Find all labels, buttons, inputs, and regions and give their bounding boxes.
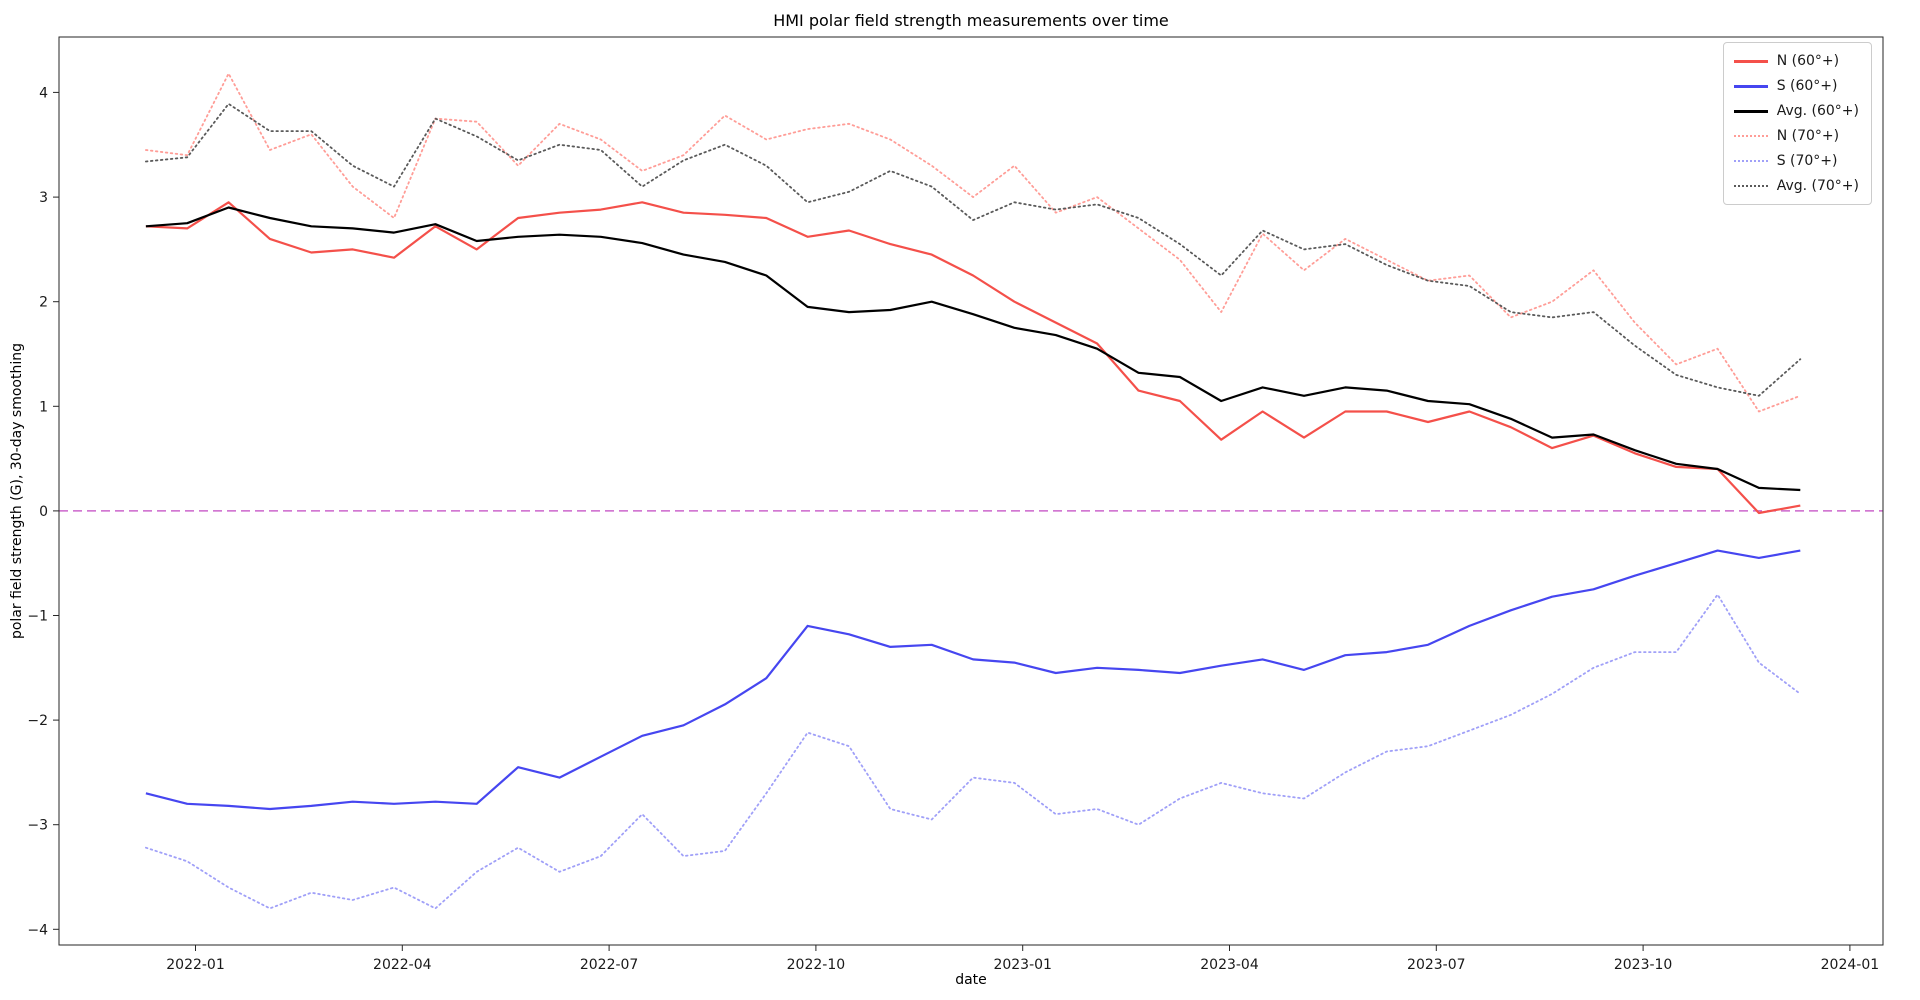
y-tick-label: −3 xyxy=(27,818,48,834)
legend-line-sample xyxy=(1733,59,1768,63)
x-tick-label: 2023-04 xyxy=(1200,957,1259,973)
legend-line-sample xyxy=(1733,185,1768,187)
y-axis-label: polar field strength (G), 30-day smoothi… xyxy=(9,342,25,640)
series-line-avg-60 xyxy=(145,206,1801,492)
chart-title: HMI polar field strength measurements ov… xyxy=(773,11,1169,30)
series-line-n-60 xyxy=(145,201,1801,515)
legend-label: Avg. (60°+) xyxy=(1776,103,1859,119)
legend-label: Avg. (70°+) xyxy=(1776,178,1859,194)
y-tick-label: 0 xyxy=(39,504,48,520)
legend-item: N (60°+) xyxy=(1733,52,1859,70)
legend-label: N (70°+) xyxy=(1776,128,1840,144)
series-line-s-60 xyxy=(145,549,1801,811)
legend: N (60°+) S (60°+) Avg. (60°+) N (70°+) S (70… xyxy=(1722,42,1872,205)
y-tick-label: −2 xyxy=(27,713,48,729)
legend-line-sample xyxy=(1733,84,1768,88)
y-tick-label: 2 xyxy=(39,295,48,311)
legend-item: S (70°+) xyxy=(1733,152,1859,170)
x-tick-label: 2024-01 xyxy=(1821,957,1880,973)
legend-item: Avg. (60°+) xyxy=(1733,102,1859,120)
x-tick-label: 2022-04 xyxy=(373,957,432,973)
legend-item: S (60°+) xyxy=(1733,77,1859,95)
x-tick-label: 2023-10 xyxy=(1614,957,1673,973)
x-tick-label: 2022-01 xyxy=(166,957,225,973)
legend-line-sample xyxy=(1733,109,1768,113)
x-tick-label: 2023-01 xyxy=(993,957,1052,973)
legend-label: S (60°+) xyxy=(1776,78,1838,94)
x-tick-label: 2022-10 xyxy=(787,957,846,973)
x-tick-label: 2022-07 xyxy=(580,957,639,973)
legend-item: Avg. (70°+) xyxy=(1733,177,1859,195)
legend-item: N (70°+) xyxy=(1733,127,1859,145)
y-tick-label: −4 xyxy=(27,922,48,938)
y-tick-label: −1 xyxy=(27,609,48,625)
plot-frame xyxy=(58,36,1884,946)
y-tick-label: 3 xyxy=(39,190,48,206)
x-tick-label: 2023-07 xyxy=(1407,957,1466,973)
legend-line-sample xyxy=(1733,160,1768,162)
series-line-s-70 xyxy=(144,593,1802,910)
series-line-n-70 xyxy=(144,72,1802,413)
y-tick-label: 1 xyxy=(39,399,48,415)
series-line-avg-70 xyxy=(144,103,1802,397)
legend-label: N (60°+) xyxy=(1776,53,1840,69)
legend-line-sample xyxy=(1733,135,1768,137)
x-axis-label: date xyxy=(955,972,987,988)
y-tick-label: 4 xyxy=(39,85,48,101)
legend-label: S (70°+) xyxy=(1776,153,1838,169)
